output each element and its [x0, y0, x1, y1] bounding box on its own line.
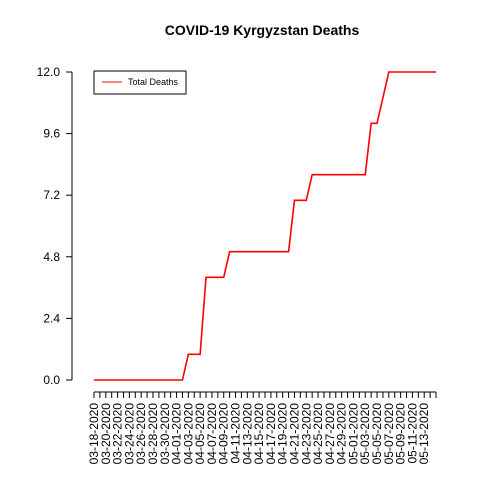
x-tick-label: 03-26-2020 — [134, 403, 148, 465]
x-tick-label: 04-15-2020 — [252, 403, 266, 465]
y-tick-label: 12.0 — [37, 65, 61, 79]
x-tick-label: 04-01-2020 — [170, 403, 184, 465]
x-tick-label: 04-21-2020 — [287, 403, 301, 465]
x-tick-label: 05-03-2020 — [358, 403, 372, 465]
x-tick-label: 03-18-2020 — [87, 403, 101, 465]
x-axis-ticks: 03-18-202003-20-202003-22-202003-24-2020… — [87, 392, 437, 465]
legend-box — [93, 70, 187, 95]
x-tick-label: 03-22-2020 — [111, 403, 125, 465]
x-tick-label: 04-03-2020 — [181, 403, 195, 465]
x-tick-label: 04-29-2020 — [335, 403, 349, 465]
y-tick-label: 7.2 — [43, 188, 60, 202]
x-tick-label: 03-20-2020 — [99, 403, 113, 465]
x-tick-label: 04-09-2020 — [217, 403, 231, 465]
x-tick-label: 04-05-2020 — [193, 403, 207, 465]
x-tick-label: 03-30-2020 — [158, 403, 172, 465]
y-tick-label: 4.8 — [43, 250, 60, 264]
x-tick-label: 03-28-2020 — [146, 403, 160, 465]
y-axis-ticks: 0.0 2.4 4.8 7.2 9.6 12.0 — [37, 65, 72, 387]
x-tick-label: 04-25-2020 — [311, 403, 325, 465]
legend-label: Total Deaths — [128, 77, 179, 87]
legend: Total Deaths — [93, 70, 187, 95]
x-tick-label: 04-23-2020 — [299, 403, 313, 465]
x-tick-label: 05-05-2020 — [370, 403, 384, 465]
x-tick-label: 05-01-2020 — [346, 403, 360, 465]
x-tick-label: 05-07-2020 — [382, 403, 396, 465]
x-tick-label: 05-13-2020 — [417, 403, 431, 465]
y-tick-label: 9.6 — [43, 127, 60, 141]
chart-title: COVID-19 Kyrgyzstan Deaths — [165, 22, 360, 38]
x-tick-label: 04-13-2020 — [240, 403, 254, 465]
series-line-total-deaths — [94, 71, 436, 381]
x-tick-label: 05-11-2020 — [405, 403, 419, 464]
y-tick-label: 0.0 — [43, 373, 60, 387]
y-tick-label: 2.4 — [43, 311, 60, 325]
x-tick-label: 04-27-2020 — [323, 403, 337, 465]
x-tick-label: 04-19-2020 — [276, 403, 290, 465]
x-tick-label: 04-07-2020 — [205, 403, 219, 465]
x-tick-label: 04-11-2020 — [229, 403, 243, 464]
x-tick-label: 03-24-2020 — [122, 403, 136, 465]
x-tick-label: 04-17-2020 — [264, 403, 278, 465]
x-tick-label: 05-09-2020 — [394, 403, 408, 465]
